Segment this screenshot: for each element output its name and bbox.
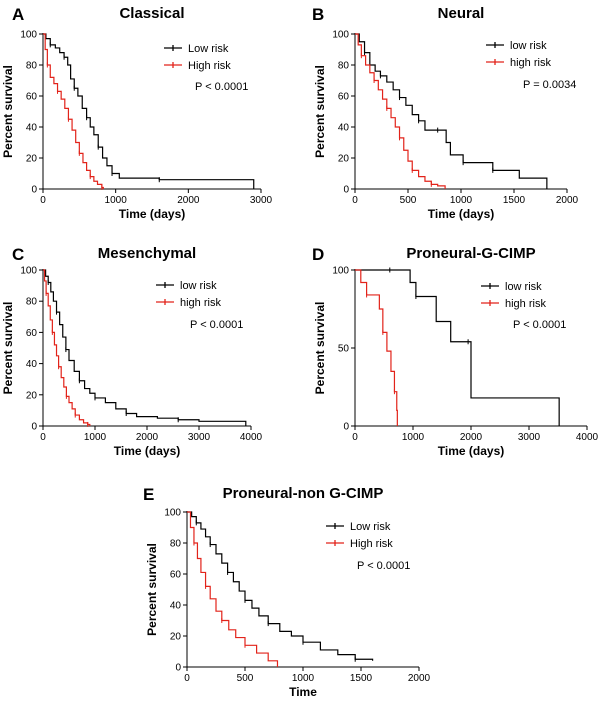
panel-a-x-tick-label: 1000 — [105, 195, 128, 206]
panel-c-y-tick-label: 40 — [26, 359, 38, 370]
panel-d-y-axis-label: Percent survival — [313, 302, 327, 395]
panel-c-p-value: P < 0.0001 — [190, 319, 243, 331]
panel-e-letter: E — [143, 485, 154, 504]
panel-d-legend-high-risk-label: high risk — [505, 298, 546, 310]
panel-c-letter: C — [12, 245, 24, 264]
panel-b-letter: B — [312, 5, 324, 24]
panel-d-x-tick-label: 1000 — [402, 432, 425, 443]
panel-b-x-tick-label: 2000 — [556, 195, 579, 206]
panel-c-legend-low-risk-label: low risk — [180, 280, 217, 292]
panel-d-x-tick-label: 2000 — [460, 432, 483, 443]
panel-d-x-tick-label: 3000 — [518, 432, 541, 443]
panel-a-y-tick-label: 80 — [26, 61, 38, 72]
panel-b-p-value: P = 0.0034 — [523, 79, 576, 91]
panel-e-x-tick-label: 500 — [237, 673, 254, 684]
panel-c-x-tick-label: 1000 — [84, 432, 107, 443]
panel-b-high-risk-curve — [355, 33, 446, 189]
panel-a-legend-low-risk-label: Low risk — [188, 43, 229, 55]
panel-a-legend-high-risk-label: High risk — [188, 60, 231, 72]
panel-b-y-tick-label: 80 — [338, 61, 350, 72]
panel-e-y-tick-label: 60 — [170, 570, 182, 581]
panel-d-x-axis-label: Time (days) — [438, 444, 504, 458]
panel-a-title: Classical — [119, 5, 184, 22]
panel-a-p-value: P < 0.0001 — [195, 81, 248, 93]
panel-b-y-axis-label: Percent survival — [313, 65, 327, 158]
panel-e-x-axis-label: Time — [289, 685, 317, 699]
panel-d-x-tick-label: 0 — [352, 432, 358, 443]
panel-a-y-tick-label: 100 — [20, 30, 37, 41]
panel-e-title: Proneural-non G-CIMP — [223, 485, 384, 502]
panel-b-legend-low-risk-label: low risk — [510, 40, 547, 52]
panel-d-y-tick-label: 0 — [343, 422, 349, 433]
panel-d-high-risk-curve — [355, 269, 398, 426]
panel-a-x-tick-label: 0 — [40, 195, 46, 206]
panel-b-y-tick-label: 20 — [338, 154, 350, 165]
panel-c-y-tick-label: 20 — [26, 390, 38, 401]
panel-c-low-risk-curve — [43, 269, 247, 426]
panel-b-x-tick-label: 500 — [400, 195, 417, 206]
panel-e-x-tick-label: 2000 — [408, 673, 431, 684]
panel-c-y-tick-label: 60 — [26, 328, 38, 339]
panel-d-letter: D — [312, 245, 324, 264]
panel-a-x-tick-label: 2000 — [177, 195, 200, 206]
panel-d-low-risk-curve — [355, 269, 560, 426]
panel-a-x-axis-label: Time (days) — [119, 207, 185, 221]
panel-e-y-axis-label: Percent survival — [145, 543, 159, 636]
panel-c-x-tick-label: 0 — [40, 432, 46, 443]
panel-e-low-risk-curve — [187, 511, 374, 661]
panel-c-y-tick-label: 80 — [26, 297, 38, 308]
panel-d-title: Proneural-G-CIMP — [406, 245, 535, 262]
panel-e-p-value: P < 0.0001 — [357, 560, 410, 572]
panel-c-y-tick-label: 100 — [20, 266, 37, 277]
panel-b-y-tick-label: 40 — [338, 123, 350, 134]
panel-d-y-tick-label: 50 — [338, 344, 350, 355]
panel-b-legend-high-risk-label: high risk — [510, 57, 551, 69]
panel-c-x-axis-label: Time (days) — [114, 444, 180, 458]
panel-e-y-tick-label: 40 — [170, 601, 182, 612]
panel-b-x-axis-label: Time (days) — [428, 207, 494, 221]
panel-d-y-tick-label: 100 — [332, 266, 349, 277]
panel-e-y-tick-label: 100 — [164, 508, 181, 519]
panel-b-low-risk-curve — [355, 33, 548, 189]
panel-c-legend-high-risk-label: high risk — [180, 297, 221, 309]
panel-c-x-tick-label: 3000 — [188, 432, 211, 443]
panel-a-low-risk-curve — [43, 33, 255, 189]
panel-a-y-tick-label: 60 — [26, 92, 38, 103]
panel-e-y-tick-label: 0 — [175, 663, 181, 674]
panel-b-x-tick-label: 1000 — [450, 195, 473, 206]
panel-c-x-tick-label: 4000 — [240, 432, 263, 443]
panel-d-legend-low-risk-label: low risk — [505, 281, 542, 293]
panel-d-x-tick-label: 4000 — [576, 432, 599, 443]
panel-c-y-tick-label: 0 — [31, 422, 37, 433]
panel-e-x-tick-label: 1500 — [350, 673, 373, 684]
panel-e-x-tick-label: 1000 — [292, 673, 315, 684]
panel-b-y-tick-label: 100 — [332, 30, 349, 41]
panel-e-legend-low-risk-label: Low risk — [350, 521, 391, 533]
panel-e-x-tick-label: 0 — [184, 673, 190, 684]
panel-a-letter: A — [12, 5, 24, 24]
panel-b-y-tick-label: 0 — [343, 185, 349, 196]
panel-a-y-tick-label: 40 — [26, 123, 38, 134]
panel-c-x-tick-label: 2000 — [136, 432, 159, 443]
panel-a-y-tick-label: 0 — [31, 185, 37, 196]
panel-a-y-axis-label: Percent survival — [1, 65, 15, 158]
panel-b-x-tick-label: 1500 — [503, 195, 526, 206]
panel-e-high-risk-curve — [187, 511, 279, 667]
panel-c-title: Mesenchymal — [98, 245, 196, 262]
panel-e-y-tick-label: 20 — [170, 632, 182, 643]
panel-a-high-risk-curve — [43, 33, 104, 189]
panel-d-p-value: P < 0.0001 — [513, 319, 566, 331]
panel-b-y-tick-label: 60 — [338, 92, 350, 103]
panel-b-x-tick-label: 0 — [352, 195, 358, 206]
panel-a-y-tick-label: 20 — [26, 154, 38, 165]
panel-c-y-axis-label: Percent survival — [1, 302, 15, 395]
panel-e-legend-high-risk-label: High risk — [350, 538, 393, 550]
panel-e-y-tick-label: 80 — [170, 539, 182, 550]
panel-c-high-risk-curve — [43, 269, 91, 426]
panel-b-title: Neural — [438, 5, 485, 22]
panel-a-x-tick-label: 3000 — [250, 195, 273, 206]
